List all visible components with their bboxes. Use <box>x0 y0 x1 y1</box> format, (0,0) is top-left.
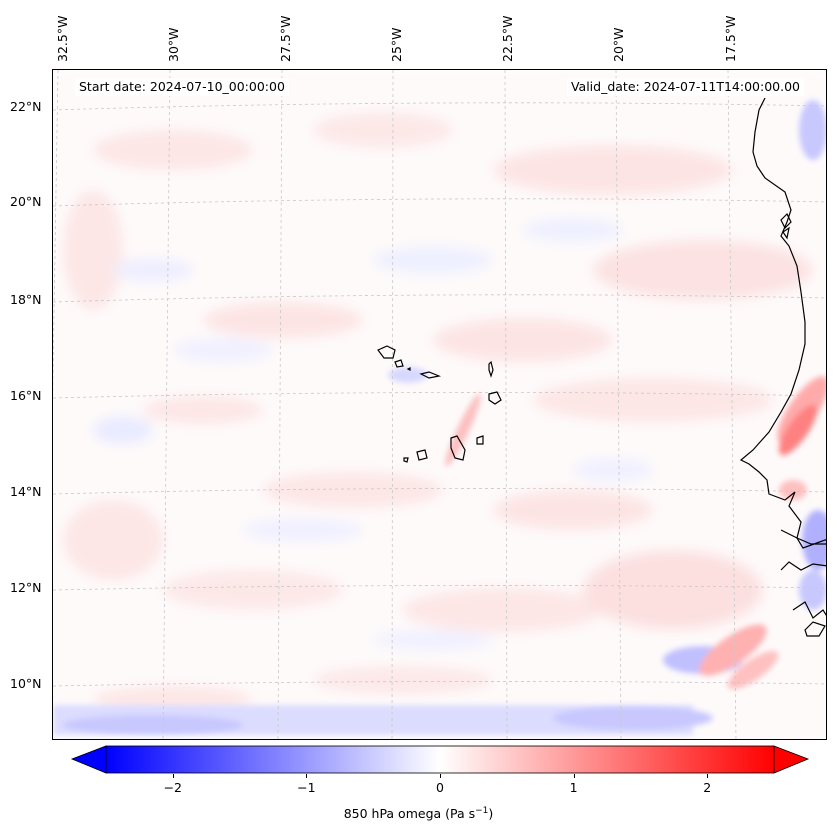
colorbar-tick-mark <box>306 774 308 778</box>
start-date-label: Start date: 2024-07-10_00:00:00 <box>75 78 289 96</box>
sal-island <box>488 360 494 378</box>
colorbar <box>70 745 810 774</box>
colorbar-tick-label: 2 <box>703 780 712 795</box>
canary-islands <box>780 212 792 240</box>
colorbar-tick-mark <box>172 774 174 778</box>
colorbar-tick-mark <box>440 774 441 778</box>
maio <box>476 435 484 445</box>
colorbar-tick-label: −2 <box>163 780 183 795</box>
santiago <box>450 435 466 461</box>
omega-field-shading <box>53 70 826 739</box>
guinea-bissau-coast <box>780 561 826 571</box>
lon-label-32-5w: 32.5°W <box>55 15 70 62</box>
lon-label-30w: 30°W <box>166 27 181 62</box>
lon-label-25w: 25°W <box>389 27 404 62</box>
omega-field-strong-features <box>53 100 826 735</box>
boa-vista <box>488 391 502 405</box>
colorbar-left-extend <box>70 745 107 774</box>
colorbar-tick-label: −1 <box>297 780 316 795</box>
sao-nicolau <box>419 371 442 379</box>
colorbar-right-extend <box>773 745 810 774</box>
colorbar-title: 850 hPa omega (Pa s−1) <box>343 806 494 822</box>
fogo <box>416 449 428 461</box>
lon-label-17-5w: 17.5°W <box>723 15 738 62</box>
lon-label-22-5w: 22.5°W <box>500 15 515 62</box>
colorbar-tick-label: 0 <box>436 780 444 795</box>
lat-label-20n: 20°N <box>10 194 42 209</box>
coastlines <box>377 97 826 637</box>
lat-label-12n: 12°N <box>10 580 42 595</box>
africa-coastline <box>739 97 826 549</box>
lon-label-20w: 20°W <box>611 27 626 62</box>
colorbar-tick-mark <box>707 774 709 778</box>
lat-label-18n: 18°N <box>10 292 42 307</box>
sao-vicente <box>394 359 404 368</box>
colorbar-tick-mark <box>573 774 575 778</box>
santa-luzia <box>406 367 411 371</box>
valid-date-label: Valid_date: 2024-07-11T14:00:00.00 <box>566 78 804 96</box>
gambia-river-coast <box>780 529 826 545</box>
map-panel: Start date: 2024-07-10_00:00:00 Valid_da… <box>52 69 827 740</box>
colorbar-gradient <box>105 745 775 774</box>
lat-label-14n: 14°N <box>10 484 42 499</box>
graticule <box>53 70 826 739</box>
lat-label-16n: 16°N <box>10 388 42 403</box>
lon-label-27-5w: 27.5°W <box>278 15 293 62</box>
lat-label-10n: 10°N <box>10 676 42 691</box>
omega-field-map <box>53 70 826 739</box>
colorbar-tick-label: 1 <box>569 780 578 795</box>
santo-antao <box>377 345 396 359</box>
brava <box>403 457 409 463</box>
guinea-coast <box>792 601 826 637</box>
lat-label-22n: 22°N <box>10 99 42 114</box>
